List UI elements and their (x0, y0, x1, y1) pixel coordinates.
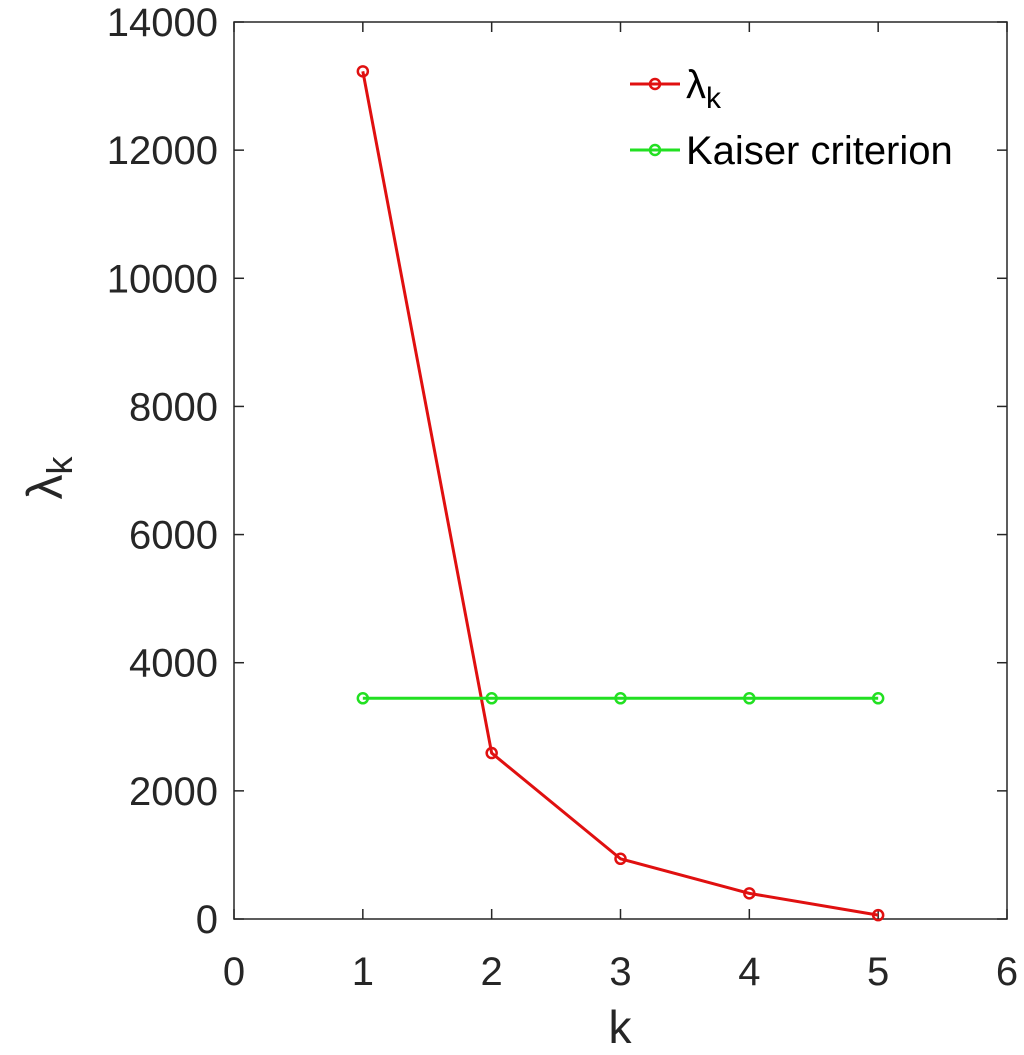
legend-label: Kaiser criterion (686, 129, 953, 173)
x-tick-label: 5 (867, 950, 889, 994)
legend-swatch-marker (648, 77, 662, 91)
legend-label: λk (686, 63, 722, 115)
x-tick-label: 4 (738, 950, 760, 994)
y-axis-label: λk (17, 456, 80, 500)
legend-label-sub: k (706, 82, 722, 115)
y-tick-label: 2000 (129, 770, 218, 814)
series-1-point (871, 908, 885, 922)
legend-label-main: λ (686, 63, 706, 107)
y-tick-label: 6000 (129, 514, 218, 558)
y-tick-label: 10000 (107, 257, 218, 301)
y-tick-label: 14000 (107, 1, 218, 45)
series-2-point (485, 692, 498, 705)
x-tick-label: 1 (352, 950, 374, 994)
y-axis-label-main: λ (17, 475, 73, 500)
axis-ticks: 0 1 2 3 4 5 6 0 2000 4000 6000 8000 10000 12000 14000 (107, 1, 1018, 994)
series-2-point (743, 692, 756, 705)
y-tick-label: 0 (196, 898, 218, 942)
y-tick-label: 12000 (107, 129, 218, 173)
series-1-point (356, 65, 370, 78)
x-tick-label: 3 (609, 950, 631, 994)
legend-label-main: Kaiser criterion (686, 129, 953, 173)
series-layer (356, 65, 885, 922)
series-2 (356, 692, 885, 705)
series-1 (356, 65, 885, 922)
series-2-point (871, 692, 885, 705)
legend-swatch-marker (648, 143, 662, 157)
legend-item-2: Kaiser criterion (630, 129, 953, 173)
y-tick-label: 4000 (129, 642, 218, 686)
x-tick-label: 0 (223, 950, 245, 994)
x-tick-label: 6 (996, 950, 1018, 994)
legend: λk Kaiser criterion (630, 63, 953, 173)
series-2-point (614, 692, 627, 705)
x-tick-label: 2 (481, 950, 503, 994)
x-axis-label: k (609, 1001, 633, 1053)
series-2-point (356, 692, 370, 705)
series-1-point (485, 746, 498, 760)
series-1-point (743, 887, 756, 900)
series-1-line (361, 71, 879, 917)
y-axis-label-sub: k (39, 456, 80, 475)
legend-item-1: λk (630, 63, 722, 115)
y-tick-label: 8000 (129, 385, 218, 429)
series-1-point (614, 852, 627, 866)
